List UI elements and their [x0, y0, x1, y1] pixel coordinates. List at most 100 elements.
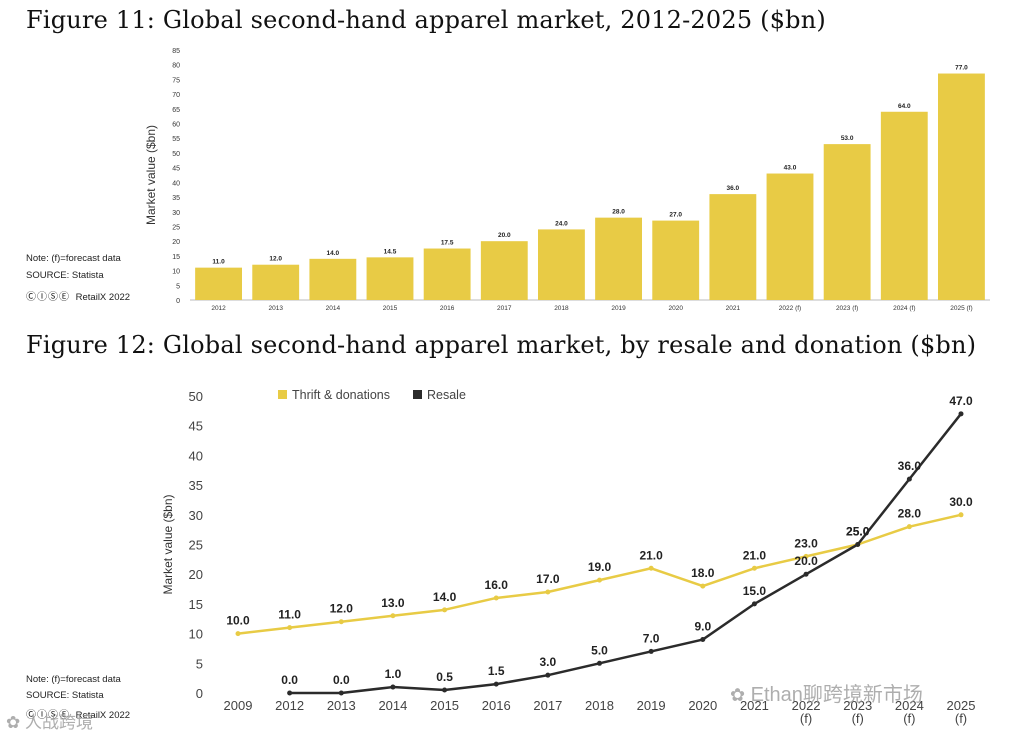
license-label: RetailX 2022 — [75, 292, 131, 303]
x-tick-label: 2022 (f) — [779, 305, 801, 312]
x-tick-label: 2019 — [611, 305, 626, 312]
x-tick-label: 2014 — [326, 305, 341, 312]
thrift-data-label: 16.0 — [485, 578, 509, 592]
thrift-data-point — [597, 577, 602, 583]
thrift-data-label: 28.0 — [898, 507, 922, 521]
resale-data-label: 47.0 — [949, 394, 973, 408]
watermark-left-text: 人战跨境 — [24, 713, 93, 732]
thrift-data-point — [442, 607, 448, 613]
y-tick-label: 60 — [172, 122, 180, 129]
y-tick-label: 80 — [172, 63, 180, 70]
x-tick-label-line: 2019 — [637, 698, 666, 713]
y-tick-label: 15 — [172, 254, 180, 261]
bar-data-label: 14.5 — [384, 248, 397, 255]
bar-data-label: 36.0 — [727, 185, 740, 192]
y-tick-label: 25 — [189, 538, 203, 553]
resale-data-label: 3.0 — [540, 655, 557, 669]
resale-data-point — [751, 601, 757, 607]
thrift-data-point — [648, 565, 654, 571]
x-tick-label-line: 2025 — [947, 698, 976, 713]
x-tick-label: 2016 — [482, 698, 511, 713]
bar-data-label: 53.0 — [841, 135, 854, 142]
y-tick-label: 50 — [172, 151, 180, 158]
bar-data-label: 64.0 — [898, 103, 911, 110]
x-tick-label-line: 2014 — [378, 698, 407, 713]
bar-data-label: 14.0 — [327, 250, 340, 257]
resale-data-point — [390, 684, 396, 690]
y-tick-label: 20 — [189, 567, 203, 582]
figure11-note: Note: (f)=forecast data — [26, 253, 121, 264]
x-tick-label-line: 2017 — [533, 698, 562, 713]
thrift-data-label: 30.0 — [949, 495, 973, 509]
bar — [823, 144, 871, 300]
thrift-data-label: 19.0 — [588, 560, 612, 574]
y-tick-label: 30 — [189, 508, 203, 523]
thrift-data-label: 12.0 — [330, 602, 354, 616]
figure11-title: Figure 11: Global second-hand apparel ma… — [26, 6, 826, 34]
watermark-right: ✿ Ethan聊跨境新市场 — [730, 678, 923, 707]
resale-series-line — [289, 413, 962, 695]
cc-license-icons: ⒸⒾⓈⒺ — [26, 292, 70, 303]
x-tick-label: 2024 (f) — [895, 698, 924, 726]
thrift-data-point — [545, 589, 551, 595]
bar — [766, 173, 814, 300]
bar — [195, 267, 242, 300]
thrift-data-point — [751, 565, 757, 571]
resale-data-label: 9.0 — [694, 620, 711, 634]
resale-data-point — [493, 681, 499, 687]
y-tick-label: 5 — [196, 656, 203, 671]
y-tick-label: 40 — [172, 180, 180, 187]
bar-data-label: 11.0 — [212, 259, 225, 266]
resale-data-point — [700, 637, 706, 643]
y-tick-label: 65 — [172, 107, 180, 114]
cc-license-icons: ⒸⒾⓈⒺ — [26, 710, 70, 721]
thrift-data-label: 11.0 — [278, 608, 301, 622]
x-tick-label-line: 2012 — [275, 698, 304, 713]
y-tick-label: 10 — [172, 269, 180, 276]
resale-data-label: 5.0 — [591, 643, 608, 657]
figure12-source: SOURCE: Statista — [26, 690, 104, 701]
y-tick-label: 10 — [189, 627, 203, 642]
thrift-data-point — [906, 524, 912, 530]
thrift-data-label: 13.0 — [381, 596, 405, 610]
x-tick-label: 2013 — [327, 698, 356, 713]
y-tick-label: 40 — [189, 448, 203, 463]
thrift-data-point — [235, 631, 241, 637]
x-tick-label-line: 2009 — [224, 698, 253, 713]
figure11-source: SOURCE: Statista — [26, 270, 104, 281]
thrift-data-point — [338, 619, 344, 625]
bar-data-label: 27.0 — [669, 212, 682, 219]
x-tick-label-line: 2016 — [482, 698, 511, 713]
x-tick-label: 2015 — [430, 698, 459, 713]
y-tick-label: 55 — [172, 136, 180, 143]
figure12-license: ⒸⒾⓈⒺ RetailX 2022 — [26, 706, 130, 721]
resale-data-label: 15.0 — [743, 584, 767, 598]
resale-data-point — [287, 690, 293, 696]
y-tick-label: 70 — [172, 92, 180, 99]
resale-data-point — [338, 690, 344, 696]
bar — [709, 194, 757, 300]
x-tick-label: 2024 (f) — [893, 305, 915, 312]
x-tick-label: 2023 (f) — [843, 698, 872, 726]
x-tick-label: 2012 — [211, 305, 226, 312]
resale-data-point — [906, 476, 912, 482]
y-tick-label: 25 — [172, 224, 180, 231]
resale-data-label: 0.0 — [333, 673, 350, 687]
x-tick-label: 2012 — [275, 698, 304, 713]
thrift-data-label: 10.0 — [226, 614, 250, 628]
x-tick-label: 2018 — [554, 305, 569, 312]
watermark-right-text: Ethan聊跨境新市场 — [750, 684, 923, 706]
bar — [309, 258, 357, 300]
bar — [366, 257, 414, 300]
x-tick-label: 2014 — [378, 698, 407, 713]
figure11-license: ⒸⒾⓈⒺ RetailX 2022 — [26, 288, 130, 303]
resale-data-point — [803, 571, 809, 577]
bar — [652, 220, 700, 300]
x-tick-label-line: 2021 — [740, 698, 769, 713]
x-tick-label: 2013 — [268, 305, 283, 312]
resale-data-point — [648, 648, 654, 654]
figure12-note: Note: (f)=forecast data — [26, 674, 121, 685]
bar-data-label: 28.0 — [612, 209, 625, 216]
thrift-data-point — [700, 583, 706, 589]
y-axis-label: Market value ($bn) — [144, 125, 158, 225]
